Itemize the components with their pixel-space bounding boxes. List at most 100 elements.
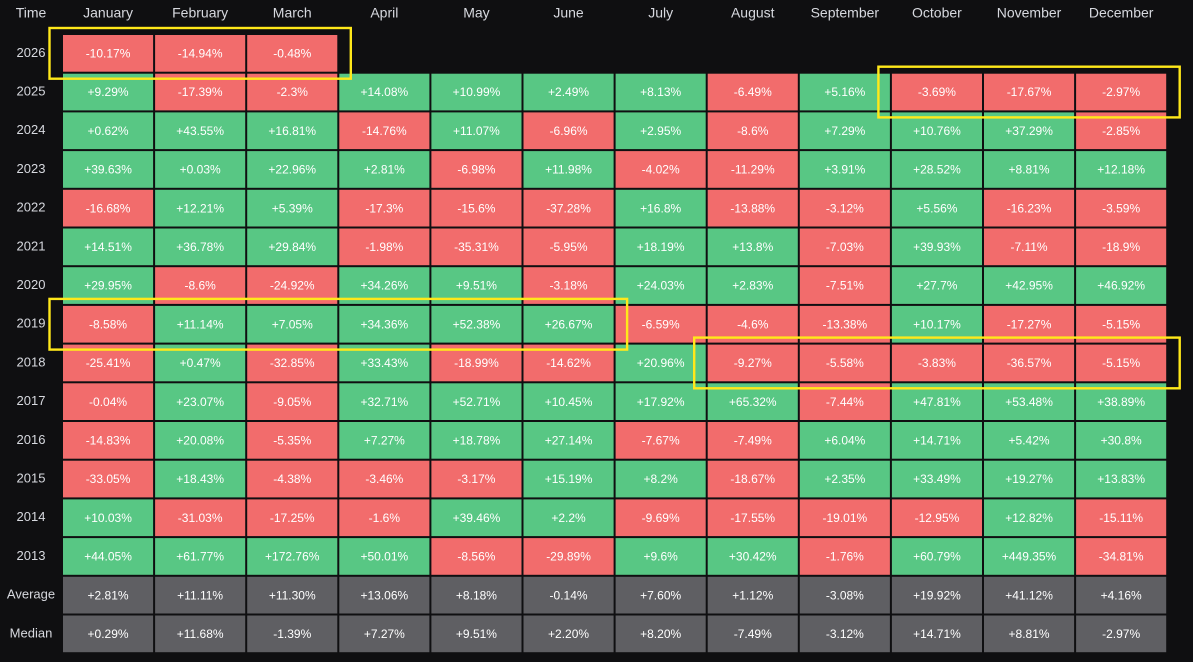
cell-2022-september-value: -3.12% [826,201,864,215]
cell-2017-july [615,383,706,420]
cell-2016-december-value: +30.8% [1101,434,1142,448]
cell-2014-march [247,499,338,537]
cell-2016-march [247,422,338,459]
cell-2019-september-value: -13.38% [822,317,867,331]
cell-2025-july [615,73,706,111]
row-label-2016: 2016 [17,432,46,447]
cell-2025-november-value: -17.67% [1007,85,1052,99]
cell-2015-october-value: +33.49% [913,472,961,486]
cell-2025-april [339,73,430,111]
cell-2023-july [615,151,706,188]
column-header-may: May [463,5,489,21]
cell-2021-december-value: -18.9% [1102,240,1140,254]
cell-2022-july [615,189,706,227]
cell-2016-july-value: -7.67% [642,434,680,448]
cell-2013-may [431,538,522,575]
cell-2015-february-value: +18.43% [176,472,224,486]
cell-2016-may [431,422,522,459]
cell-2024-may-value: +11.07% [453,124,500,138]
cell-2015-february [155,460,246,498]
cell-2023-october-value: +28.52% [913,163,961,177]
cell-2017-may-value: +52.71% [453,395,501,409]
cell-2023-march [247,151,338,188]
cell-median-november [984,615,1075,653]
column-header-september: September [811,5,880,21]
cell-2022-december [1076,189,1167,227]
column-header-december: December [1089,5,1154,21]
cell-median-april [339,615,430,653]
cell-2014-april-value: -1.6% [369,511,401,525]
cell-average-april-value: +13.06% [360,588,408,602]
cell-2017-november-value: +53.48% [1005,395,1053,409]
cell-median-december-value: -2.97% [1102,627,1140,641]
cell-2015-april [339,460,430,498]
cell-2017-july-value: +17.92% [637,395,685,409]
cell-2022-september [799,189,890,227]
cell-2016-september-value: +6.04% [824,434,865,448]
row-label-2022: 2022 [17,200,46,215]
column-header-january: January [83,5,133,21]
cell-2021-december [1076,228,1167,266]
cell-2019-january [63,305,154,343]
cell-2014-october [891,499,982,537]
cell-2021-february [155,228,246,266]
cell-2023-october [891,151,982,188]
cell-2020-april-value: +34.26% [360,279,408,293]
row-label-2021: 2021 [17,238,46,253]
cell-2021-february-value: +36.78% [176,240,224,254]
highlight-box-2019-january-june [48,297,629,351]
cell-2021-july-value: +18.19% [637,240,685,254]
cell-2017-march [247,383,338,420]
cell-2018-february-value: +0.47% [180,356,221,370]
cell-2021-july [615,228,706,266]
cell-2019-february [155,305,246,343]
cell-2026-march-value: -0.48% [273,47,311,61]
cell-2023-august-value: -11.29% [731,163,775,177]
cell-2013-january [63,538,154,575]
cell-2014-august-value: -17.55% [730,511,775,525]
cell-2019-november-value: -17.27% [1007,317,1052,331]
cell-2024-september [799,112,890,150]
cell-2019-may [431,305,522,343]
cell-2019-may-value: +52.38% [453,317,501,331]
column-headers: Time January February March April May June July… [16,5,1154,21]
cell-2016-august [707,422,798,459]
cell-2013-may-value: -8.56% [457,550,495,564]
cell-median-september [799,615,890,653]
cell-2024-june [523,112,614,150]
cell-2013-july [615,538,706,575]
cell-2016-june [523,422,614,459]
cell-average-february-value: +11.11% [177,588,223,602]
cell-2018-august-value: -9.27% [734,356,772,370]
cell-2022-february [155,189,246,227]
cell-median-may-value: +9.51% [456,627,497,641]
cell-average-september [799,576,890,614]
cell-2018-january-value: -25.41% [86,356,131,370]
cell-2026-march [247,35,338,72]
cell-2021-october [891,228,982,266]
row-label-2018: 2018 [17,354,46,369]
row-label-median: Median [10,625,53,640]
cell-2023-march-value: +22.96% [268,163,316,177]
cell-2025-september [799,73,890,111]
cell-2018-november [984,344,1075,382]
cell-median-february-value: +11.68% [177,627,224,641]
column-header-august: August [731,5,775,21]
cell-2021-may [431,228,522,266]
cell-2014-may [431,499,522,537]
highlight-box-2026-january-march [48,26,352,80]
cell-2022-july-value: +16.8% [640,201,681,215]
cell-2017-may [431,383,522,420]
column-header-july: July [648,5,673,21]
cell-2015-december-value: +13.83% [1097,472,1145,486]
cell-2013-july-value: +9.6% [643,550,678,564]
cell-2024-december-value: -2.85% [1102,124,1140,138]
row-label-2015: 2015 [17,470,46,485]
cell-2024-january-value: +0.62% [88,124,129,138]
row-label-2014: 2014 [17,509,46,524]
cell-2013-december [1076,538,1167,575]
cell-2020-december-value: +46.92% [1097,279,1145,293]
cell-2021-march [247,228,338,266]
cell-2021-april-value: -1.98% [365,240,403,254]
cell-2024-april [339,112,430,150]
